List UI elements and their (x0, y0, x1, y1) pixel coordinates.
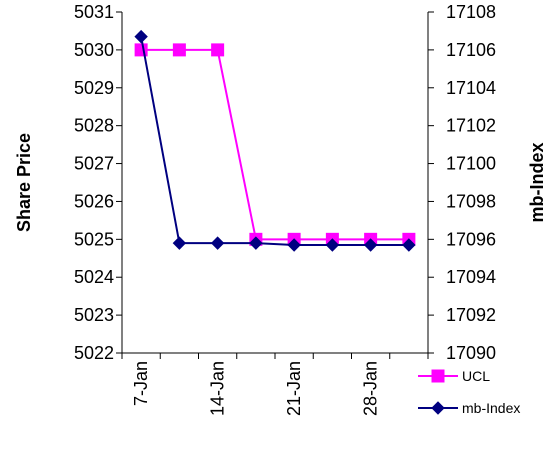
y-axis-title-right: mb-Index (527, 142, 547, 222)
point-mb-index (249, 236, 263, 250)
y-tick-label-left: 5031 (74, 2, 114, 22)
y-tick-label-right: 17104 (446, 78, 496, 98)
x-tick-label: 7-Jan (131, 361, 151, 406)
y-tick-label-left: 5024 (74, 267, 114, 287)
legend-label-ucl: UCL (462, 368, 490, 384)
y-tick-label-right: 17098 (446, 191, 496, 211)
y-tick-label-right: 17102 (446, 116, 496, 136)
y-tick-label-right: 17096 (446, 229, 496, 249)
point-mb-index (325, 238, 340, 252)
legend-marker-mb-index (431, 401, 445, 415)
y-tick-label-left: 5030 (74, 40, 114, 60)
legend-label-mb-index: mb-Index (462, 400, 520, 416)
y-tick-label-right: 17106 (446, 40, 496, 60)
y-tick-label-left: 5025 (74, 229, 114, 249)
point-mb-index (172, 236, 187, 250)
x-tick-label: 21-Jan (284, 361, 304, 416)
axes: 5022 5023 5024 5025 5026 5027 5028 5029 5030 5031… (14, 2, 547, 416)
series-lines (134, 29, 416, 252)
y-tick-label-right: 17100 (446, 154, 496, 174)
y-tick-label-right: 17108 (446, 2, 496, 22)
point-mb-index (134, 29, 148, 44)
y-tick-label-right: 17090 (446, 343, 496, 363)
point-mb-index (402, 238, 416, 252)
x-tick-label: 28-Jan (361, 361, 381, 416)
point-mb-index (210, 236, 225, 250)
y-tick-label-left: 5023 (74, 305, 114, 325)
y-tick-label-left: 5026 (74, 191, 114, 211)
legend: UCL mb-Index (418, 368, 520, 416)
y-tick-label-right: 17092 (446, 305, 496, 325)
y-tick-label-right: 17094 (446, 267, 496, 287)
y-tick-label-left: 5029 (74, 78, 114, 98)
point-ucl (172, 43, 186, 57)
legend-marker-ucl (431, 369, 445, 383)
y-tick-label-left: 5027 (74, 154, 114, 174)
point-mb-index (363, 238, 378, 252)
series-line-ucl (141, 48, 409, 241)
y-axis-title-left: Share Price (14, 133, 34, 232)
point-mb-index (287, 238, 301, 252)
y-tick-label-left: 5022 (74, 343, 114, 363)
x-tick-label: 14-Jan (208, 361, 228, 416)
y-tick-label-left: 5028 (74, 116, 114, 136)
point-ucl (211, 43, 225, 57)
series-line-mb-index (140, 36, 409, 247)
